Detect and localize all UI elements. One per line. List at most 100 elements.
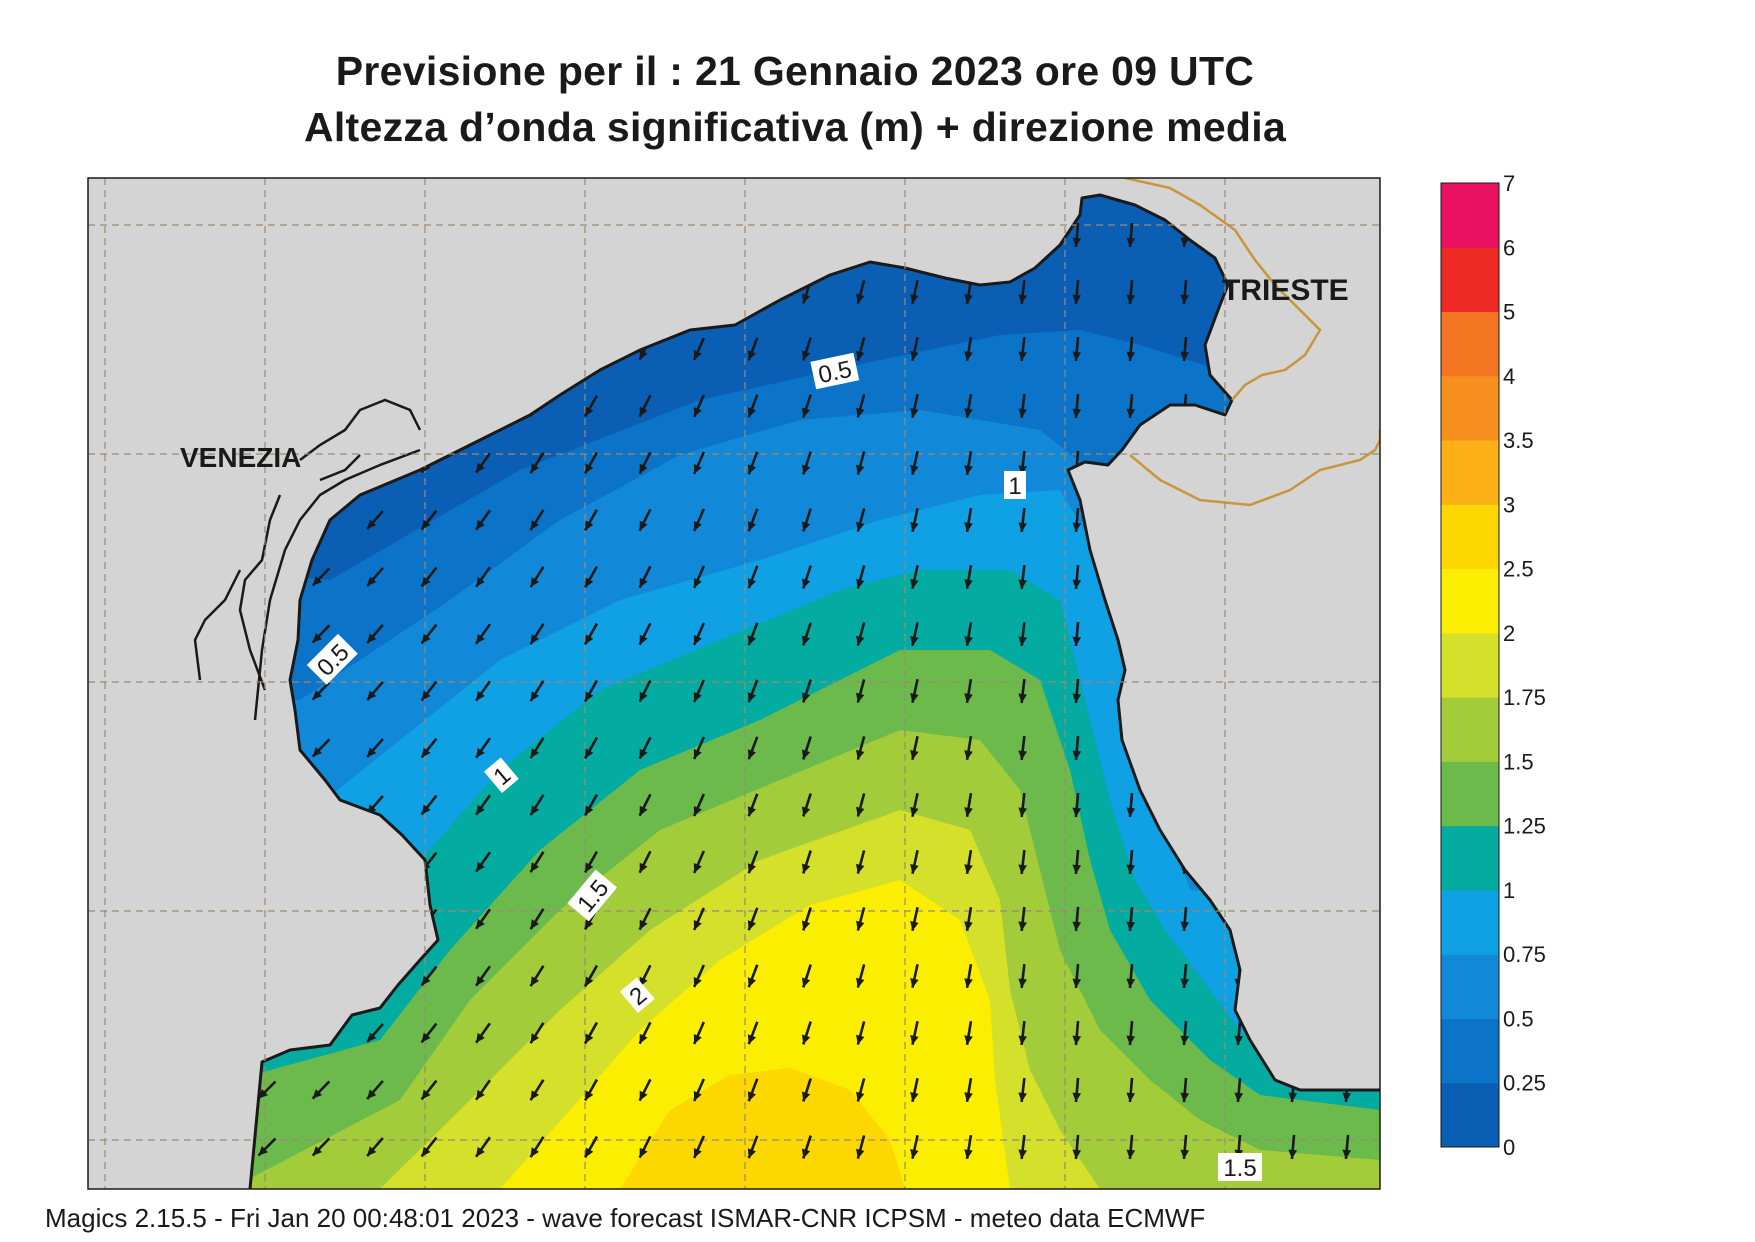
direction-arrow-head — [530, 748, 540, 759]
contour-label: 1 — [1008, 473, 1021, 500]
direction-arrow-head — [476, 861, 485, 872]
direction-arrow-head — [258, 1146, 268, 1156]
direction-arrow-head — [1126, 351, 1136, 361]
direction-arrow-head — [476, 918, 485, 929]
direction-arrow-head — [530, 1033, 540, 1044]
direction-arrow-head — [693, 862, 702, 873]
direction-arrow-head — [856, 749, 865, 760]
title-line-2: Altezza d’onda significativa (m) + direz… — [303, 104, 1287, 150]
border-line-north — [1124, 178, 1322, 401]
direction-arrow-head — [367, 690, 377, 701]
direction-arrow-head — [801, 749, 811, 760]
direction-arrow-head — [476, 462, 485, 473]
direction-arrow-head — [964, 807, 973, 817]
direction-arrow-head — [856, 920, 865, 931]
direction-arrow-head — [964, 864, 973, 874]
direction-arrow-head — [1018, 978, 1027, 988]
direction-arrow-head — [367, 1146, 377, 1157]
direction-arrow-head — [910, 807, 919, 817]
direction-arrow-head — [910, 693, 919, 703]
place-label-venezia: VENEZIA — [180, 442, 301, 473]
legend-tick-label: 2 — [1503, 621, 1515, 646]
direction-arrow-head — [476, 576, 485, 587]
legend-swatch — [1441, 311, 1499, 377]
direction-arrow-head — [1072, 807, 1082, 817]
legend-tick-label: 1 — [1503, 878, 1515, 903]
legend-swatch — [1441, 889, 1499, 955]
direction-arrow-head — [421, 975, 431, 986]
direction-arrow-head — [964, 294, 973, 304]
direction-arrow-head — [1072, 522, 1082, 532]
direction-arrow-head — [910, 1149, 919, 1159]
direction-arrow-head — [964, 1092, 973, 1102]
direction-arrow-head — [693, 1033, 702, 1044]
direction-arrow-head — [1072, 750, 1082, 760]
direction-arrow-head — [1018, 1149, 1027, 1159]
direction-arrow-head — [639, 919, 648, 930]
direction-arrow-head — [747, 806, 756, 817]
direction-arrow-head — [367, 519, 377, 530]
direction-arrow-head — [1072, 351, 1082, 361]
direction-arrow-head — [856, 977, 865, 988]
direction-arrow-head — [747, 1091, 756, 1102]
legend-swatch — [1441, 440, 1499, 505]
direction-arrow-head — [747, 464, 756, 475]
legend-swatch — [1441, 954, 1499, 1019]
direction-arrow-head — [964, 465, 973, 475]
direction-arrow-head — [1072, 1149, 1082, 1159]
legend-swatch — [1441, 568, 1499, 634]
direction-arrow-head — [585, 577, 594, 588]
legend-swatch — [1441, 375, 1499, 441]
direction-arrow-head — [1018, 921, 1027, 931]
direction-arrow-head — [910, 921, 919, 931]
legend-swatch — [1441, 761, 1499, 827]
direction-arrow-head — [1018, 636, 1027, 646]
direction-arrow-head — [747, 977, 756, 988]
direction-arrow-head — [964, 1035, 973, 1045]
direction-arrow-head — [421, 633, 431, 644]
direction-arrow-head — [639, 1090, 648, 1101]
direction-arrow-head — [585, 976, 594, 987]
direction-arrow-head — [367, 1089, 377, 1100]
direction-arrow-head — [964, 636, 973, 646]
direction-arrow-head — [747, 407, 756, 418]
direction-arrow-head — [639, 691, 648, 702]
legend-swatch — [1441, 1082, 1499, 1148]
direction-arrow-head — [1018, 807, 1027, 817]
direction-arrow-head — [801, 1034, 811, 1045]
direction-arrow-head — [639, 805, 648, 816]
direction-arrow-head — [910, 465, 919, 475]
direction-arrow-head — [1018, 522, 1027, 532]
direction-arrow-head — [585, 862, 594, 873]
direction-arrow-head — [530, 1147, 540, 1158]
direction-arrow-head — [1288, 1149, 1298, 1159]
direction-arrow-head — [964, 579, 973, 589]
direction-arrow-head — [693, 349, 702, 360]
direction-arrow-head — [856, 407, 865, 418]
direction-arrow-head — [693, 919, 702, 930]
band-2-25 — [500, 880, 1010, 1189]
direction-arrow-head — [693, 577, 702, 588]
direction-arrow-head — [801, 863, 811, 874]
legend-swatch — [1441, 632, 1499, 698]
direction-arrow-head — [910, 579, 919, 589]
direction-arrow-head — [530, 919, 540, 930]
direction-arrow-head — [530, 1090, 540, 1101]
direction-arrow-head — [476, 633, 485, 644]
footer-credits: Magics 2.15.5 - Fri Jan 20 00:48:01 2023… — [45, 1203, 1206, 1233]
legend-tick-label: 2.5 — [1503, 557, 1534, 582]
direction-arrow-head — [421, 1089, 431, 1100]
direction-arrow-head — [476, 1146, 485, 1157]
legend-swatch — [1441, 183, 1499, 248]
direction-arrow-head — [476, 1089, 485, 1100]
direction-arrow-head — [801, 977, 811, 988]
direction-arrow-head — [1180, 921, 1190, 931]
direction-arrow-head — [1126, 294, 1136, 304]
direction-arrow-head — [801, 1091, 811, 1102]
direction-arrow-head — [910, 1035, 919, 1045]
direction-arrow-head — [585, 1147, 594, 1158]
direction-arrow-head — [801, 920, 811, 931]
direction-arrow-head — [801, 692, 811, 703]
direction-arrow-head — [1126, 807, 1136, 817]
direction-arrow-head — [639, 1147, 648, 1158]
